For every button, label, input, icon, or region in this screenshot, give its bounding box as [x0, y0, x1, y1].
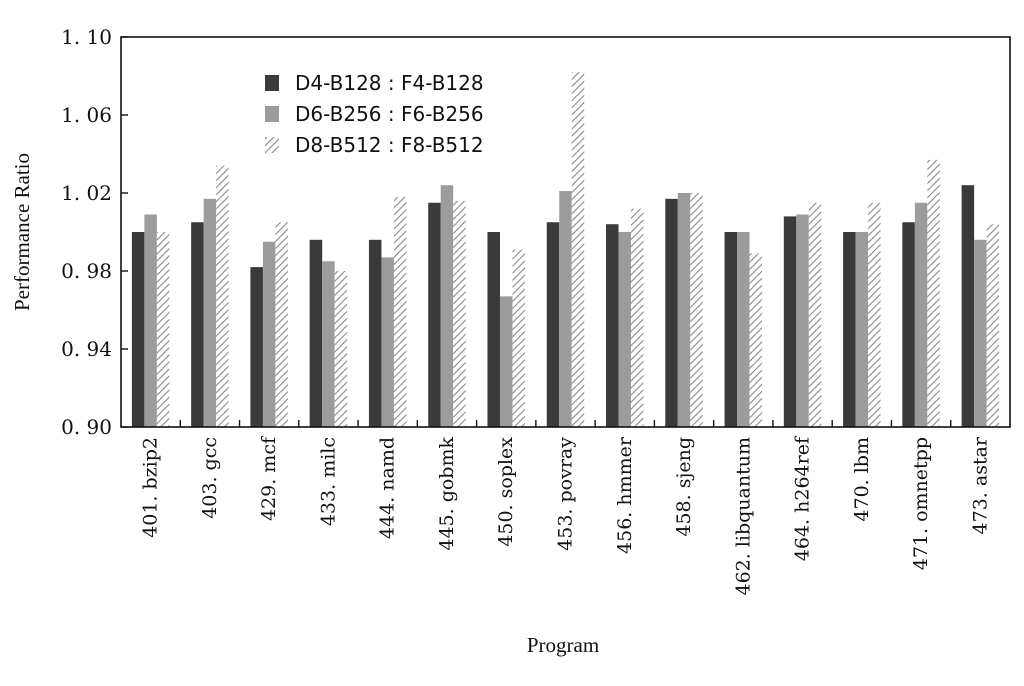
bar-s2-471-omnetpp — [914, 202, 928, 427]
bar-s1-444-namd — [368, 239, 382, 427]
y-tick-label: 1. 02 — [61, 181, 112, 205]
y-tick-label: 1. 10 — [61, 25, 112, 49]
bar-s3-433-milc — [334, 271, 348, 427]
bar-s3-471-omnetpp — [927, 159, 940, 427]
x-category-label: 403. gcc — [199, 437, 221, 519]
bar-s3-462-libquantum — [749, 253, 763, 427]
bar-s1-401-bzip2 — [131, 232, 145, 427]
x-category-label: 401. bzip2 — [140, 437, 162, 538]
x-category-label: 444. namd — [377, 437, 399, 539]
x-category-label: 450. soplex — [495, 437, 517, 547]
bar-s3-444-namd — [393, 196, 407, 427]
y-tick-label: 0. 90 — [61, 415, 112, 439]
bar-s2-433-milc — [322, 261, 335, 427]
bar-s3-456-hmmer — [631, 208, 644, 427]
bar-s1-458-sjeng — [665, 198, 678, 427]
x-category-label: 462. libquantum — [732, 437, 754, 596]
bar-s1-464-h264ref — [783, 216, 797, 427]
bar-s3-458-sjeng — [690, 193, 703, 427]
x-category-label: 445. gobmk — [436, 437, 458, 551]
y-tick-label: 1. 06 — [61, 103, 112, 127]
bar-s1-473-astar — [961, 185, 975, 427]
bar-s2-458-sjeng — [677, 193, 691, 427]
bar-s1-453-povray — [546, 222, 560, 427]
bar-s2-456-hmmer — [618, 232, 632, 427]
bar-s1-403-gcc — [191, 222, 204, 427]
x-category-label: 470. lbm — [851, 437, 873, 522]
bar-s2-464-h264ref — [796, 214, 809, 427]
bar-s1-429-mcf — [250, 267, 263, 427]
bar-s1-445-gobmk — [428, 202, 441, 427]
y-tick-label: 0. 94 — [61, 337, 112, 361]
bar-s3-453-povray — [571, 72, 585, 427]
bar-s2-470-lbm — [855, 232, 869, 427]
legend-label-3: D8-B512 : F8-B512 — [295, 133, 484, 157]
bar-s3-450-soplex — [512, 249, 525, 427]
x-category-label: 456. hmmer — [614, 436, 636, 554]
bar-s2-462-libquantum — [737, 232, 750, 427]
bar-s3-473-astar — [986, 224, 1000, 427]
legend-swatch-1 — [265, 75, 279, 91]
legend-label-2: D6-B256 : F6-B256 — [295, 102, 484, 126]
axes-group: 0. 90 0. 94 0. 98 1. 02 1. 06 1. 10 401. bzip2… — [61, 25, 1011, 596]
bar-s2-450-soplex — [499, 296, 513, 427]
x-category-label: 471. omnetpp — [910, 437, 932, 570]
bar-s3-403-gcc — [216, 165, 229, 427]
legend-swatch-3 — [265, 137, 279, 153]
bar-s2-403-gcc — [203, 198, 217, 427]
bar-s3-470-lbm — [868, 202, 881, 427]
bars-group — [131, 72, 1000, 427]
bar-s3-464-h264ref — [808, 202, 822, 427]
legend-label-1: D4-B128 : F4-B128 — [295, 71, 484, 95]
x-category-label: 458. sjeng — [673, 437, 695, 537]
bar-s1-456-hmmer — [606, 224, 619, 427]
bar-s1-450-soplex — [487, 232, 500, 427]
bar-s3-445-gobmk — [453, 200, 466, 427]
bar-s2-473-astar — [974, 239, 987, 427]
bar-s2-429-mcf — [262, 241, 276, 427]
x-category-label: 429. mcf — [258, 435, 280, 521]
bar-s2-453-povray — [559, 191, 572, 427]
x-category-label: 433. milc — [317, 437, 339, 526]
legend: D4-B128 : F4-B128 D6-B256 : F6-B256 D8-B51… — [265, 71, 484, 157]
y-axis-title: Performance Ratio — [10, 153, 34, 311]
y-tick-label: 0. 98 — [61, 259, 112, 283]
legend-swatch-2 — [265, 106, 279, 122]
bar-s2-445-gobmk — [440, 185, 454, 427]
x-axis-title: Program — [527, 633, 599, 657]
bar-s2-444-namd — [381, 257, 394, 427]
bar-s1-462-libquantum — [724, 232, 738, 427]
bar-s3-401-bzip2 — [156, 232, 170, 427]
bar-s2-401-bzip2 — [144, 214, 157, 427]
x-category-label: 453. povray — [555, 437, 577, 551]
x-category-label: 473. astar — [969, 436, 991, 534]
plot-frame — [120, 36, 1011, 428]
bar-s1-471-omnetpp — [902, 222, 915, 427]
bar-s1-433-milc — [309, 239, 323, 427]
x-category-label: 464. h264ref — [792, 435, 814, 561]
bar-s3-429-mcf — [275, 222, 288, 427]
bar-s1-470-lbm — [843, 232, 856, 427]
